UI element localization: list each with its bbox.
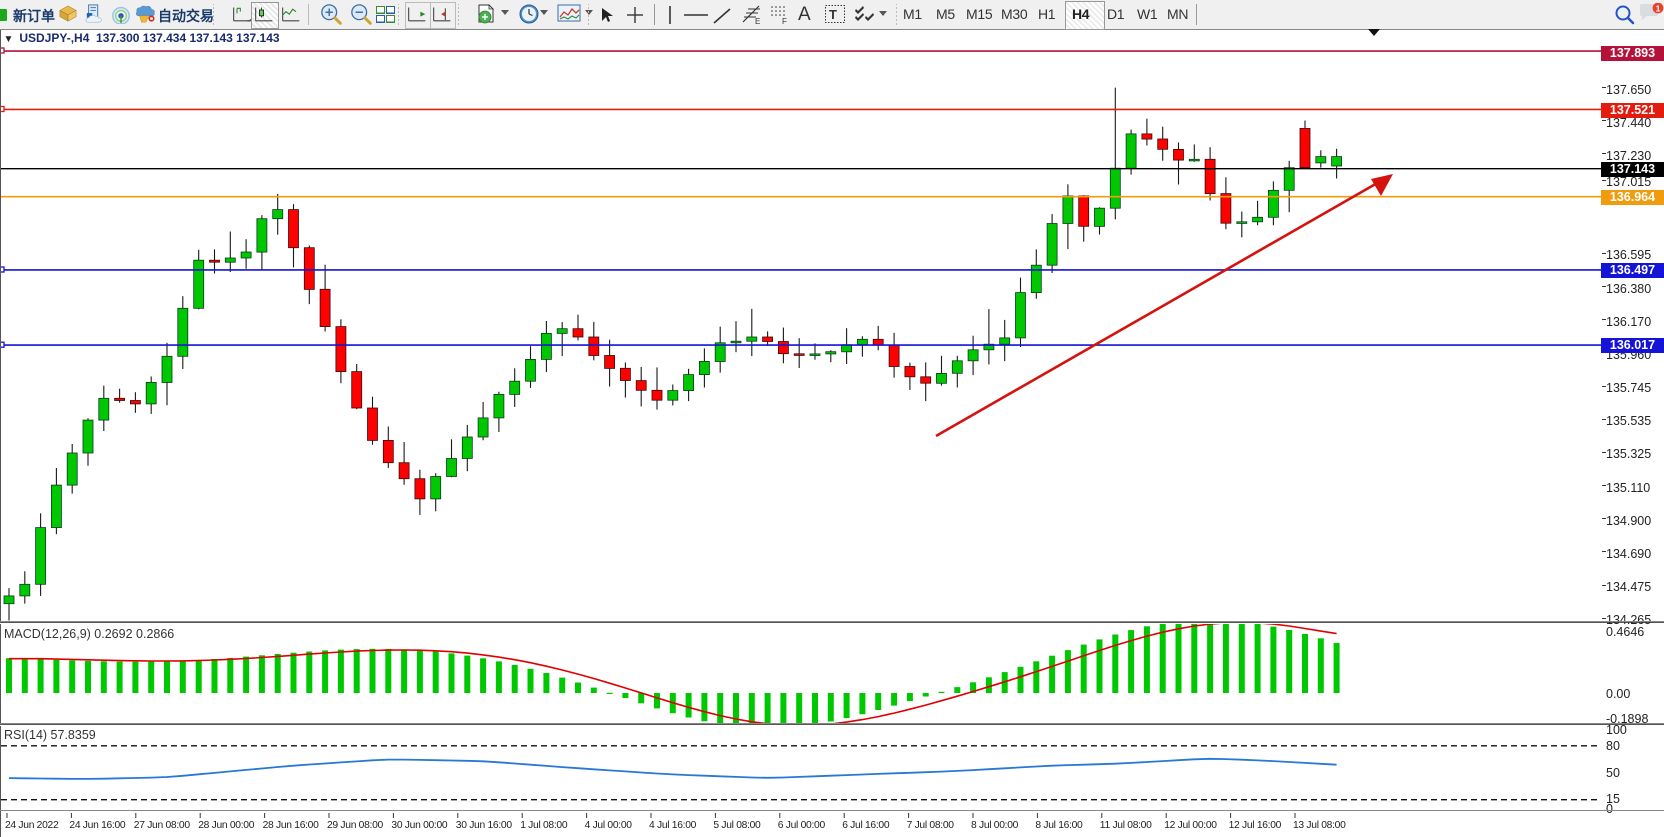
svg-text:T: T	[829, 7, 837, 22]
svg-text:F: F	[782, 17, 787, 25]
svg-text:1: 1	[1656, 3, 1661, 13]
svg-text:E: E	[755, 17, 760, 25]
